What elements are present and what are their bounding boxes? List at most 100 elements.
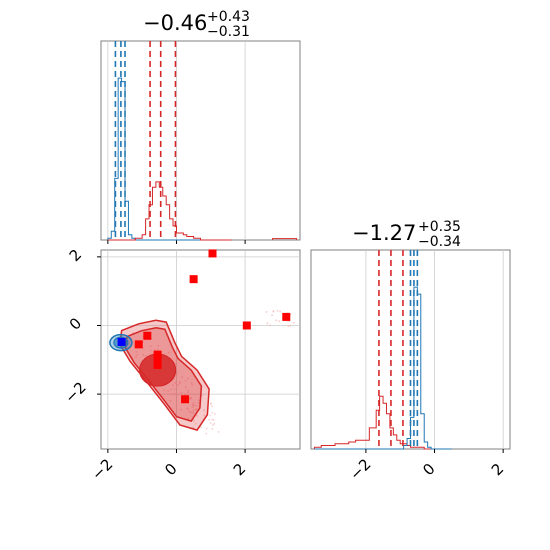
sample-point	[192, 402, 195, 404]
sample-point	[132, 332, 134, 334]
sample-point	[141, 340, 144, 343]
sample-point	[126, 346, 129, 349]
sample-point	[188, 397, 190, 399]
red-marker-0	[134, 340, 143, 349]
panel-joint-y-ticks: −2 0 2	[61, 246, 101, 407]
joint-ytick-label-0: −2	[61, 378, 89, 406]
panel-hist-p1-series	[313, 286, 452, 450]
sample-point	[272, 310, 275, 312]
sample-point	[187, 391, 189, 394]
sample-point	[192, 404, 195, 407]
red-marker-5	[181, 395, 190, 404]
sample-point	[195, 404, 198, 407]
sample-point	[149, 349, 152, 352]
panel-joint: −2 0 2 −2 0 2	[61, 246, 301, 484]
panel-hist-p1-x-ticks: −2 0 2	[346, 449, 507, 484]
sample-point	[271, 314, 273, 317]
sample-point	[157, 344, 160, 347]
sample-point	[174, 363, 177, 366]
h1-series-blue	[314, 286, 452, 450]
sample-point	[135, 351, 138, 353]
sample-point	[211, 411, 214, 414]
panel-joint-markers	[117, 249, 291, 404]
joint-xtick-label-2: 2	[230, 460, 249, 479]
sample-point	[190, 397, 192, 399]
sample-point	[213, 422, 216, 425]
sample-point	[167, 389, 170, 392]
sample-point	[187, 377, 189, 380]
sample-point	[191, 383, 194, 386]
sample-point	[200, 426, 202, 429]
sample-point	[173, 393, 175, 395]
sample-point	[190, 411, 192, 414]
sample-point	[180, 391, 183, 394]
red-marker-7	[208, 249, 217, 258]
joint-xtick-label-1: 0	[161, 460, 180, 479]
panel-hist-p1-quantiles	[378, 250, 419, 449]
sample-point	[198, 399, 200, 402]
panel-joint-x-ticks: −2 0 2	[88, 449, 249, 484]
panel-hist-p1: −2 0 2	[310, 249, 511, 484]
sample-point	[176, 384, 179, 386]
sample-point	[287, 325, 290, 327]
sample-point	[196, 415, 198, 417]
panel-hist-p0-series	[107, 77, 298, 241]
sample-point	[174, 382, 177, 384]
sample-point	[209, 402, 212, 405]
sample-point	[201, 394, 203, 397]
title-p0-lower: −0.31	[207, 24, 250, 40]
sample-point	[266, 322, 269, 325]
sample-point	[175, 373, 178, 376]
joint-xtick-label-0: −2	[88, 455, 116, 483]
panel-hist-p1-grid	[365, 250, 504, 449]
sample-point	[292, 321, 295, 324]
sample-point	[156, 348, 159, 351]
sample-point	[208, 418, 210, 421]
red-marker-9	[282, 312, 291, 321]
sample-point	[176, 372, 178, 374]
sample-point	[192, 411, 195, 414]
sample-point	[169, 400, 172, 402]
sample-point	[192, 409, 195, 412]
panel-hist-p0	[100, 40, 301, 244]
sample-point	[209, 422, 212, 424]
sample-point	[206, 427, 208, 430]
sample-point	[192, 426, 195, 429]
panel-hist-p0-grid	[107, 41, 246, 244]
sample-point	[203, 414, 206, 417]
sample-point	[269, 324, 271, 327]
sample-point	[179, 382, 181, 384]
h1-xtick-label-1: 0	[419, 460, 438, 479]
sample-point	[191, 406, 194, 408]
sample-point	[145, 355, 147, 357]
sample-point	[195, 408, 198, 410]
panel-joint-frame	[100, 249, 301, 450]
sample-point	[195, 409, 197, 411]
sample-point	[188, 410, 190, 413]
sample-point	[168, 351, 170, 354]
sample-point	[265, 311, 268, 313]
red-marker-2	[153, 350, 162, 359]
red-marker-3	[153, 355, 162, 364]
sample-point	[173, 388, 176, 391]
sample-point	[142, 354, 145, 356]
sample-point	[163, 389, 165, 391]
sample-point	[136, 354, 138, 356]
panel-hist-p0-frame	[100, 40, 301, 241]
sample-point	[189, 398, 191, 400]
red-marker-4	[153, 360, 162, 369]
sample-point	[142, 335, 145, 338]
title-p0-upper: +0.43	[207, 9, 250, 25]
sample-point	[194, 422, 197, 425]
sample-point	[289, 324, 292, 327]
joint-ytick-label-2: 2	[66, 246, 85, 265]
sample-point	[198, 402, 200, 404]
sample-point	[212, 419, 215, 421]
sample-point	[185, 386, 187, 389]
sample-point	[279, 310, 281, 313]
title-p0: −0.46	[143, 11, 207, 35]
sample-point	[212, 424, 214, 426]
sample-point	[203, 409, 205, 412]
sample-point	[289, 313, 292, 316]
